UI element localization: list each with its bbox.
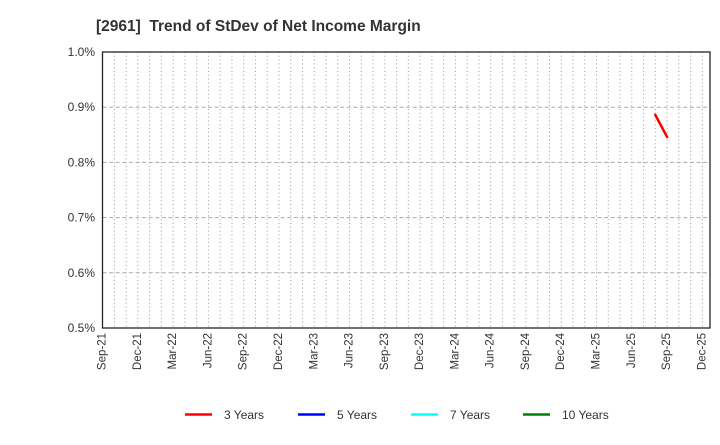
legend-item: 3 Years: [185, 408, 264, 422]
x-tick-label: Jun-25: [626, 333, 638, 368]
legend-label: 5 Years: [337, 408, 377, 422]
x-tick-label: Mar-22: [167, 333, 179, 369]
x-tick-label: Dec-23: [414, 333, 426, 370]
y-tick-label: 0.7%: [68, 211, 96, 225]
legend-item: 7 Years: [411, 408, 490, 422]
y-tick-label: 0.8%: [68, 155, 96, 169]
legend-label: 10 Years: [562, 408, 609, 422]
x-tick-label: Dec-22: [273, 333, 285, 370]
x-tick-label: Sep-23: [379, 333, 391, 370]
x-tick-label: Dec-25: [696, 333, 708, 370]
x-tick-label: Jun-22: [202, 333, 214, 368]
x-tick-label: Jun-24: [485, 332, 497, 368]
x-tick-label: Mar-24: [449, 332, 461, 369]
data-series: [654, 113, 669, 139]
horizontal-gridlines: [102, 106, 710, 274]
chart-title: [2961] Trend of StDev of Net Income Marg…: [96, 18, 421, 35]
x-tick-label: Sep-25: [661, 333, 673, 370]
vertical-gridlines: [113, 52, 703, 328]
x-axis-tick-labels: Sep-21 Dec-21 Mar-22 Jun-22 Sep-22 Dec-22 Mar-…: [97, 332, 709, 370]
x-tick-label: Sep-21: [97, 333, 109, 370]
x-tick-label: Jun-23: [344, 333, 356, 368]
y-tick-label: 1.0%: [68, 45, 96, 59]
y-tick-label: 0.6%: [68, 266, 96, 280]
plot-border: [101, 51, 711, 329]
legend-item: 5 Years: [298, 408, 377, 422]
legend-label: 7 Years: [450, 408, 490, 422]
x-tick-label: Dec-21: [132, 333, 144, 370]
legend-item: 10 Years: [523, 408, 609, 422]
legend-label: 3 Years: [224, 408, 264, 422]
x-tick-label: Sep-22: [238, 333, 250, 370]
legend: 3 Years 5 Years 7 Years 10 Years: [185, 408, 609, 422]
y-tick-label: 0.9%: [68, 100, 96, 114]
y-axis-tick-labels: 1.0% 0.9% 0.8% 0.7% 0.6% 0.5%: [68, 45, 96, 335]
series-line-3-years: [654, 113, 669, 139]
x-tick-label: Dec-24: [555, 332, 567, 370]
x-tick-label: Mar-25: [591, 333, 603, 369]
y-tick-label: 0.5%: [68, 321, 96, 335]
x-tick-label: Sep-24: [520, 332, 532, 370]
x-tick-label: Mar-23: [308, 333, 320, 369]
